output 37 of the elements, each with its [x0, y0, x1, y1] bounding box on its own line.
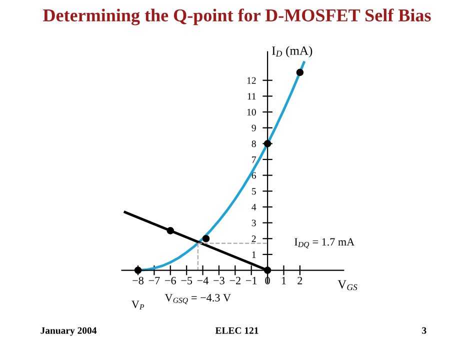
y-tick-label: 11 [248, 93, 256, 100]
x-tick-label: −4 [197, 276, 209, 284]
point [134, 266, 142, 274]
x-tick-label: −7 [148, 276, 160, 284]
y-tick-label: 2 [252, 236, 256, 242]
annotation: V$_{P}$ [132, 300, 144, 310]
ref-line-label: I$_{DQ}$ = 1.7 mA [294, 238, 355, 248]
x-axis-title: V$_{GS}$ [338, 280, 358, 290]
x-tick-label: 2 [298, 276, 302, 284]
y-tick-label: 8 [252, 140, 256, 148]
point [264, 266, 272, 274]
y-tick-label: 7 [252, 156, 256, 163]
ref-line-label: V$_{GSQ}$ = −4.3 V [164, 294, 231, 304]
point [296, 68, 304, 76]
x-tick-label: −6 [165, 276, 176, 284]
text: 3 [422, 327, 426, 334]
y-tick-label: 3 [252, 220, 256, 226]
point [264, 140, 272, 148]
x-tick-label: −2 [230, 276, 240, 284]
chart-title: Determining the Q-point for D-MOSFET Self Bias [43, 8, 431, 26]
y-tick-label: 1 [252, 251, 256, 258]
y-tick-label: 6 [252, 172, 256, 179]
y-tick-label: 10 [247, 108, 256, 116]
point [202, 234, 210, 242]
x-tick-label: −1 [246, 276, 257, 284]
y-tick-label: 12 [247, 77, 256, 84]
point [166, 227, 174, 234]
y-tick-label: 4 [252, 204, 256, 210]
y-tick-label: 5 [252, 188, 256, 195]
y-tick-label: 9 [252, 124, 256, 132]
x-tick-label: −5 [181, 276, 192, 284]
x-tick-label: −3 [214, 276, 224, 284]
y-axis-title: I$_{D}$ (mA) [272, 46, 312, 58]
x-tick-label: 1 [282, 276, 286, 284]
x-tick-label: −8 [132, 276, 144, 284]
text: January 2004 [40, 327, 97, 336]
text: ELEC 121 [215, 327, 258, 334]
